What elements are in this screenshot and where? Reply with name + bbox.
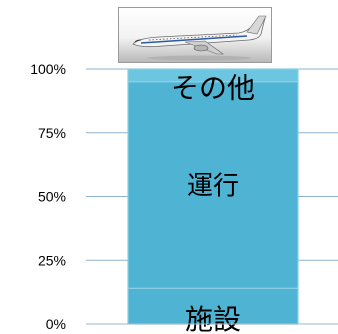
segment-label: その他 [171,71,255,104]
y-axis-ticks: 0% 25% 50% 75% 100% [30,61,66,332]
airplane-icon [132,15,267,61]
y-tick-label: 50% [38,189,66,205]
bar-segment [127,81,299,289]
airplane-image [118,7,272,63]
segment-label: 施設 [185,303,241,334]
bar-segment [127,68,299,83]
y-tick-label: 100% [30,61,66,77]
y-tick-label: 0% [46,316,66,332]
y-tick-label: 25% [38,252,66,268]
y-tick-label: 75% [38,125,66,141]
bar-segments [127,68,299,325]
segment-label: 運行 [187,171,239,201]
